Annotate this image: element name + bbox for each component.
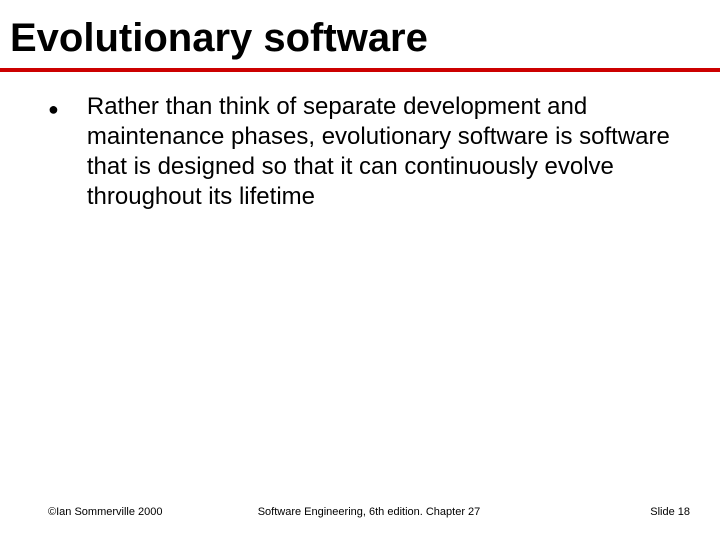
bullet-item: ● Rather than think of separate developm… xyxy=(48,92,680,212)
bullet-icon: ● xyxy=(48,94,59,124)
slide-footer: ©Ian Sommerville 2000 Software Engineeri… xyxy=(48,506,690,518)
footer-left: ©Ian Sommerville 2000 xyxy=(48,506,163,518)
title-underline xyxy=(0,68,720,72)
bullet-text: Rather than think of separate developmen… xyxy=(87,92,680,212)
slide-title: Evolutionary software xyxy=(10,16,428,61)
slide: Evolutionary software ● Rather than thin… xyxy=(0,0,720,540)
slide-body: ● Rather than think of separate developm… xyxy=(48,92,680,212)
footer-right: Slide 18 xyxy=(650,506,690,518)
